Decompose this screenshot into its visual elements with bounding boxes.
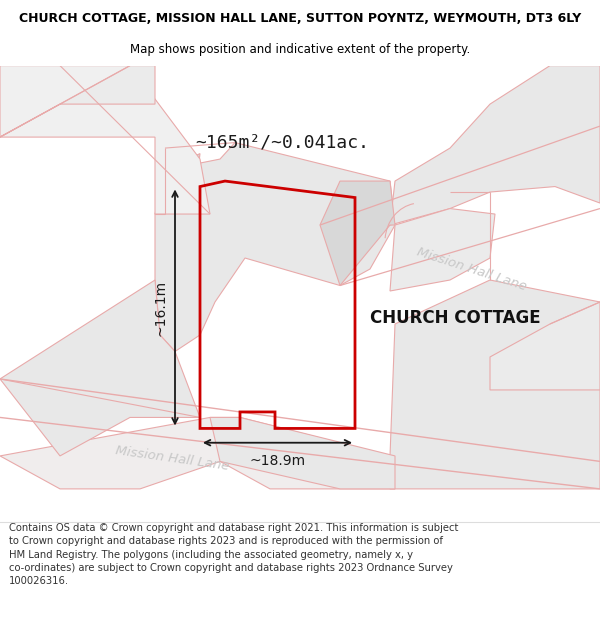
Text: CHURCH COTTAGE, MISSION HALL LANE, SUTTON POYNTZ, WEYMOUTH, DT3 6LY: CHURCH COTTAGE, MISSION HALL LANE, SUTTO…: [19, 12, 581, 25]
Polygon shape: [210, 418, 395, 489]
Text: ~165m²/~0.041ac.: ~165m²/~0.041ac.: [195, 134, 369, 152]
Polygon shape: [0, 66, 155, 137]
Text: Mission Hall Lane: Mission Hall Lane: [415, 245, 528, 293]
Text: ~16.1m: ~16.1m: [153, 279, 167, 336]
Text: Mission Hall Lane: Mission Hall Lane: [115, 444, 230, 472]
Polygon shape: [0, 66, 210, 214]
Text: Map shows position and indicative extent of the property.: Map shows position and indicative extent…: [130, 42, 470, 56]
Polygon shape: [390, 280, 600, 489]
Polygon shape: [390, 209, 495, 291]
Polygon shape: [155, 154, 200, 214]
Polygon shape: [320, 181, 395, 286]
Polygon shape: [0, 418, 395, 489]
Polygon shape: [390, 66, 600, 225]
Text: ~18.9m: ~18.9m: [250, 454, 305, 468]
Polygon shape: [490, 302, 600, 390]
Text: Contains OS data © Crown copyright and database right 2021. This information is : Contains OS data © Crown copyright and d…: [9, 523, 458, 586]
Polygon shape: [155, 142, 395, 351]
Text: CHURCH COTTAGE: CHURCH COTTAGE: [370, 309, 541, 328]
Polygon shape: [0, 280, 200, 456]
